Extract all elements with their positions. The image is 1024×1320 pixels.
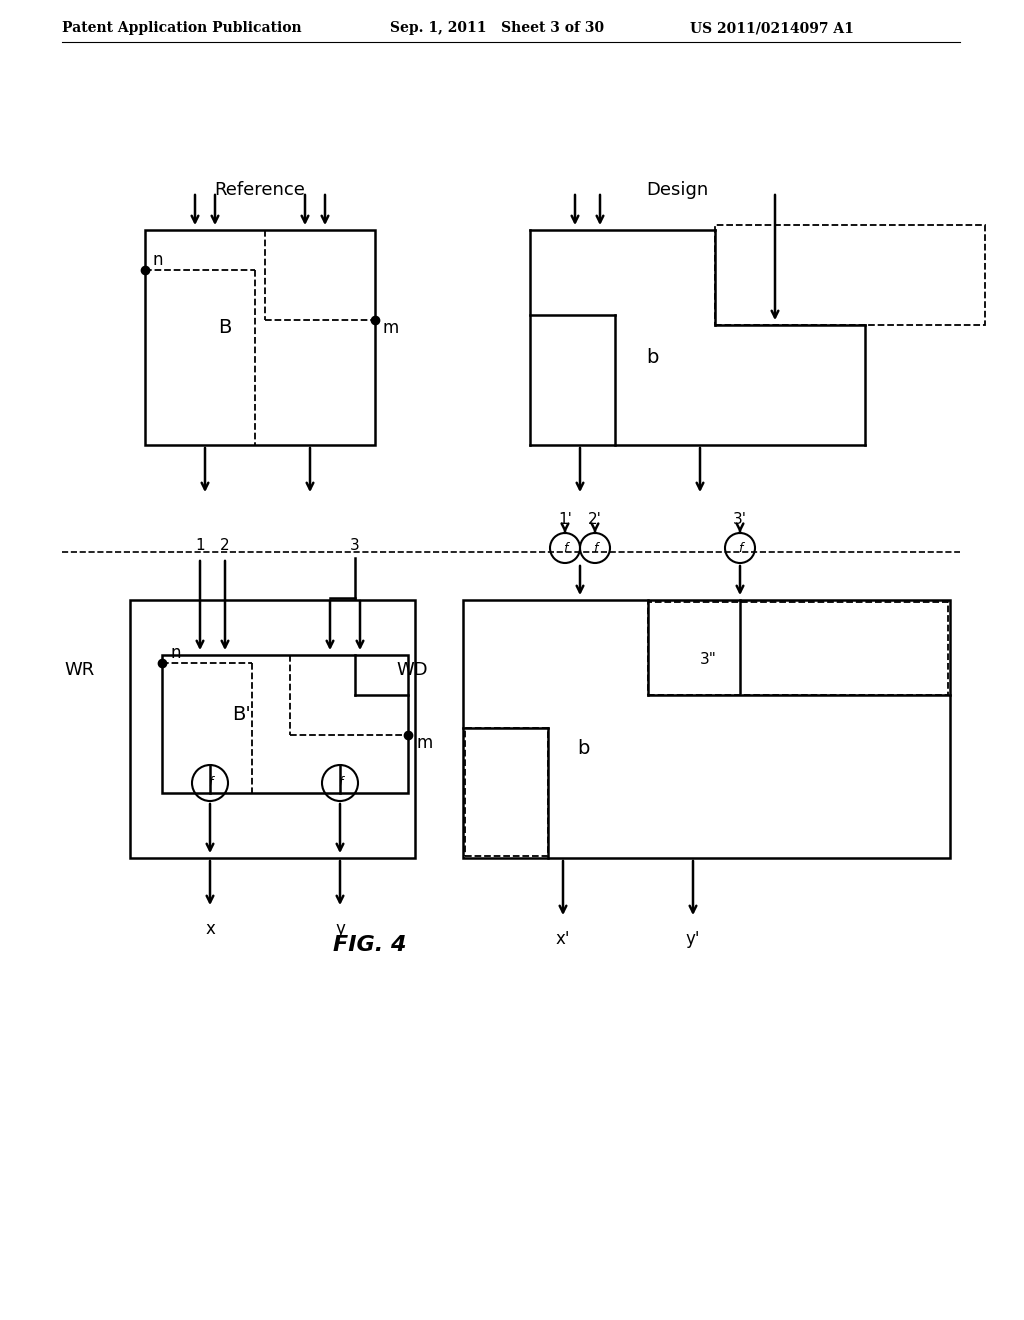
Text: f: f bbox=[338, 776, 342, 789]
Text: 2: 2 bbox=[220, 537, 229, 553]
Bar bbox=[715, 224, 985, 325]
Text: Sep. 1, 2011   Sheet 3 of 30: Sep. 1, 2011 Sheet 3 of 30 bbox=[390, 21, 604, 36]
Text: m: m bbox=[383, 319, 399, 337]
Text: n: n bbox=[153, 251, 164, 269]
Text: Design: Design bbox=[646, 181, 709, 199]
Text: y: y bbox=[335, 920, 345, 939]
Text: Reference: Reference bbox=[215, 181, 305, 199]
Text: f: f bbox=[593, 541, 597, 554]
Bar bbox=[130, 601, 415, 858]
Text: f: f bbox=[563, 541, 567, 554]
Text: 3": 3" bbox=[699, 652, 717, 668]
Text: B': B' bbox=[232, 705, 251, 723]
Text: x: x bbox=[205, 920, 215, 939]
Text: y': y' bbox=[686, 931, 700, 948]
Bar bbox=[162, 655, 408, 793]
Text: n: n bbox=[170, 644, 180, 663]
Text: WR: WR bbox=[65, 661, 95, 678]
Text: 3: 3 bbox=[350, 537, 359, 553]
Text: Patent Application Publication: Patent Application Publication bbox=[62, 21, 302, 36]
Bar bbox=[463, 601, 950, 858]
Text: f: f bbox=[208, 776, 212, 789]
Text: m: m bbox=[416, 734, 432, 752]
Bar bbox=[145, 230, 375, 445]
Text: WD: WD bbox=[396, 661, 428, 678]
Text: 3': 3' bbox=[733, 512, 746, 528]
Text: FIG. 4: FIG. 4 bbox=[333, 935, 407, 954]
Text: x': x' bbox=[556, 931, 570, 948]
Text: 1: 1 bbox=[196, 537, 205, 553]
Text: 1': 1' bbox=[558, 512, 572, 528]
Text: 2': 2' bbox=[588, 512, 602, 528]
Text: B: B bbox=[218, 318, 231, 337]
Bar bbox=[648, 602, 948, 696]
Text: b: b bbox=[646, 348, 658, 367]
Text: US 2011/0214097 A1: US 2011/0214097 A1 bbox=[690, 21, 854, 36]
Bar bbox=[465, 729, 548, 855]
Text: f: f bbox=[738, 541, 742, 554]
Text: b: b bbox=[577, 739, 589, 759]
